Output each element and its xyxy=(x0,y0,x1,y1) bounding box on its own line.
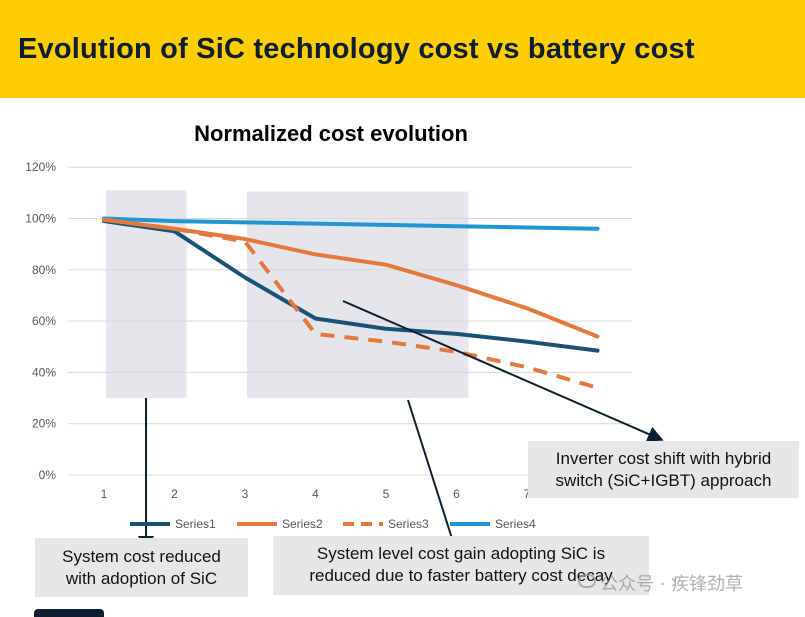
callout-battery-decay-line1: System level cost gain adopting SiC is xyxy=(316,544,606,563)
x-tick-label: 6 xyxy=(453,487,460,501)
x-tick-label: 2 xyxy=(171,487,178,501)
series-line-series4 xyxy=(102,216,600,231)
callout-system-cost-line2: with adoption of SiC xyxy=(65,569,218,588)
wechat-icon xyxy=(578,574,596,588)
arrow-inverter-shift xyxy=(342,300,664,442)
x-tick-label: 1 xyxy=(101,487,108,501)
y-tick-label: 80% xyxy=(32,263,56,277)
title-bar: Evolution of SiC technology cost vs batt… xyxy=(0,0,805,98)
callout-inverter-shift-line2: switch (SiC+IGBT) approach xyxy=(555,471,772,490)
y-tick-label: 60% xyxy=(32,314,56,328)
slide-title: Evolution of SiC technology cost vs batt… xyxy=(18,33,695,65)
y-tick-label: 0% xyxy=(39,468,57,482)
y-tick-label: 120% xyxy=(25,160,56,174)
watermark: 公众号 · 疾锋劲草 xyxy=(600,574,744,595)
callout-system-cost-line1: System cost reduced xyxy=(62,547,221,566)
series-line-series3 xyxy=(103,217,599,390)
series-line-series1 xyxy=(102,219,600,353)
y-tick-label: 20% xyxy=(32,417,56,431)
chart-title: Normalized cost evolution xyxy=(194,121,468,146)
y-tick-label: 40% xyxy=(32,365,56,379)
legend-label-series2: Series2 xyxy=(282,517,323,531)
y-tick-label: 100% xyxy=(25,212,56,226)
corner-logo-fragment xyxy=(34,609,104,617)
legend-label-series1: Series1 xyxy=(175,517,216,531)
x-tick-label: 5 xyxy=(383,487,390,501)
callout-battery-decay-line2: reduced due to faster battery cost decay xyxy=(309,566,613,585)
legend-label-series3: Series3 xyxy=(388,517,429,531)
callout-inverter-shift-line1: Inverter cost shift with hybrid xyxy=(555,449,772,468)
x-tick-label: 3 xyxy=(242,487,249,501)
callout-inverter-shift: Inverter cost shift with hybrid switch (… xyxy=(528,441,799,498)
x-tick-label: 7 xyxy=(524,487,531,501)
legend-label-series4: Series4 xyxy=(495,517,536,531)
callout-system-cost: System cost reduced with adoption of SiC xyxy=(35,538,248,597)
x-tick-label: 4 xyxy=(312,487,319,501)
